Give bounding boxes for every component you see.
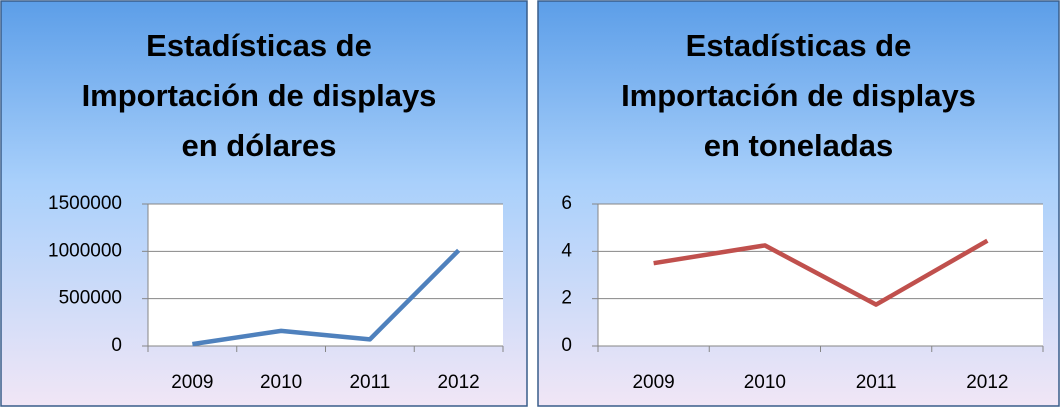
chart-title: Estadísticas de <box>146 28 372 63</box>
chart-title: Importación de displays <box>621 78 976 113</box>
x-tick-label: 2010 <box>744 372 786 393</box>
x-tick-label: 2011 <box>349 372 390 393</box>
chart-title: Estadísticas de <box>686 28 912 63</box>
x-tick-label: 2011 <box>856 372 897 393</box>
data-line <box>192 248 461 347</box>
x-tick-label: 2009 <box>171 372 213 393</box>
x-tick-label: 2009 <box>632 372 674 393</box>
y-tick-label: 0 <box>111 335 122 356</box>
y-tick-label: 2 <box>561 288 572 309</box>
x-tick-label: 2012 <box>966 372 1008 393</box>
y-tick-label: 1000000 <box>48 240 122 261</box>
y-tick-label: 500000 <box>59 288 122 309</box>
chart-title: Importación de displays <box>82 78 437 113</box>
y-tick-label: 0 <box>561 335 572 356</box>
y-tick-label: 6 <box>561 193 572 214</box>
chart-title: en toneladas <box>704 128 894 163</box>
x-tick-label: 2010 <box>260 372 302 393</box>
chart-title: en dólares <box>181 128 336 163</box>
y-tick-label: 1500000 <box>48 193 122 214</box>
data-line <box>653 238 989 307</box>
x-tick-label: 2012 <box>437 372 479 393</box>
plot-area <box>148 204 503 346</box>
y-tick-label: 4 <box>561 240 572 261</box>
